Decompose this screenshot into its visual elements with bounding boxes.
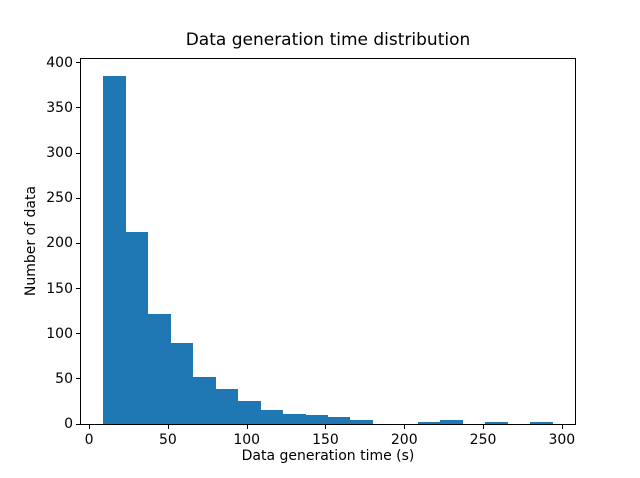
x-tick-label: 150: [312, 432, 339, 448]
histogram-bar: [283, 414, 306, 424]
x-tick-label: 50: [158, 432, 177, 448]
histogram-bar: [530, 422, 553, 424]
x-tick: [167, 425, 169, 429]
histogram-bar: [148, 313, 171, 424]
histogram-bar: [170, 342, 194, 424]
x-tick-label: 300: [548, 432, 576, 448]
histogram-bar: [193, 377, 216, 424]
y-tick: [76, 62, 80, 64]
y-tick-label: 150: [46, 280, 73, 297]
y-tick: [76, 423, 80, 425]
histogram-bar: [305, 414, 328, 424]
y-tick-label: 100: [46, 325, 73, 342]
histogram-bar: [125, 231, 149, 424]
y-tick-label: 0: [64, 416, 73, 432]
histogram-bar: [328, 416, 351, 424]
plot-area: 0 50 100 150 200 250 300 0 50 100 150 200 250 300 350 4…: [46, 55, 576, 448]
y-tick-label: 400: [46, 54, 73, 71]
histogram-bar: [440, 419, 463, 424]
y-tick: [76, 333, 80, 335]
x-tick: [89, 425, 91, 429]
chart-title: Data generation time distribution: [185, 30, 471, 50]
y-tick-label: 350: [46, 99, 73, 116]
y-tick-label: 200: [46, 235, 73, 252]
y-tick-label: 300: [46, 145, 73, 162]
y-tick-label: 50: [55, 370, 73, 387]
x-tick-label: 100: [233, 432, 261, 448]
histogram-bar: [238, 400, 261, 424]
x-tick: [561, 425, 563, 429]
x-tick-label: 200: [390, 432, 418, 448]
histogram-bar: [485, 422, 508, 424]
y-tick: [76, 107, 80, 109]
y-tick: [76, 378, 80, 380]
x-tick-label: 0: [84, 432, 94, 448]
x-axis-label: Data generation time (s): [241, 448, 415, 464]
histogram-bar: [103, 76, 126, 424]
x-tick: [483, 425, 485, 429]
histogram-bar: [215, 388, 239, 424]
x-tick: [404, 425, 406, 429]
y-axis-label: Number of data: [23, 185, 39, 297]
x-tick: [325, 425, 327, 429]
histogram-bar: [260, 409, 284, 424]
y-tick: [76, 197, 80, 199]
x-tick: [246, 425, 248, 429]
y-tick: [76, 288, 80, 290]
y-tick: [76, 152, 80, 154]
y-tick: [76, 242, 80, 244]
x-tick-label: 250: [469, 432, 497, 448]
y-tick-label: 250: [46, 190, 73, 207]
histogram-bar: [417, 422, 441, 424]
histogram-bar: [350, 420, 373, 424]
